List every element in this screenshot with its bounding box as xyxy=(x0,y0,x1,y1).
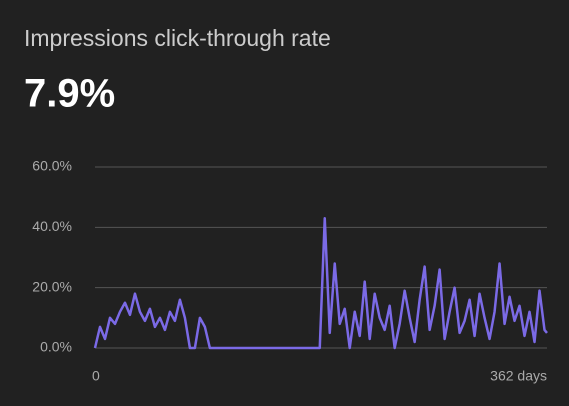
metric-value: 7.9% xyxy=(24,72,115,116)
y-tick-label: 60.0% xyxy=(32,158,72,174)
chart-title: Impressions click-through rate xyxy=(24,25,331,51)
data-line xyxy=(93,217,548,350)
y-tick-label: 40.0% xyxy=(32,218,72,234)
y-tick-label: 20.0% xyxy=(32,278,72,294)
y-tick-label: 0.0% xyxy=(40,339,72,355)
x-tick-label: 362 days xyxy=(490,368,547,384)
x-tick-label: 0 xyxy=(92,368,100,384)
